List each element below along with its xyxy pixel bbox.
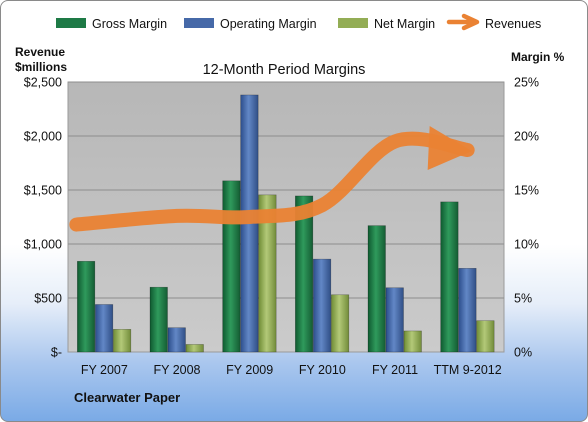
bar-net-margin-fy-2008	[185, 344, 204, 353]
legend-swatch-net-margin	[338, 18, 368, 28]
legend: Gross Margin Operating Margin Net Margin…	[56, 13, 541, 31]
legend-swatch-operating-margin	[184, 18, 214, 28]
left-tick-label: $1,500	[24, 184, 62, 198]
bar-gross-margin-fy-2007	[77, 260, 96, 353]
bar-net-margin-fy-2011	[403, 330, 422, 353]
bar-net-margin-fy-2007	[113, 329, 132, 353]
legend-label-net-margin: Net Margin	[374, 17, 435, 31]
legend-arrow-revenues	[446, 13, 480, 31]
bar-gross-margin-fy-2008	[149, 286, 168, 353]
bar-operating-margin-ttm-9-2012	[458, 267, 477, 353]
right-tick-label: 5%	[514, 292, 532, 306]
bar-operating-margin-fy-2007	[95, 304, 114, 353]
left-axis-ticks: $- $500 $1,000 $1,500 $2,000 $2,500	[24, 76, 62, 360]
right-axis-title: Margin %	[511, 50, 565, 64]
bar-net-margin-ttm-9-2012	[476, 320, 495, 353]
x-tick-label: FY 2009	[226, 363, 273, 377]
revenue-arrow-body	[69, 131, 475, 232]
legend-label-gross-margin: Gross Margin	[92, 17, 167, 31]
company-name: Clearwater Paper	[74, 390, 180, 405]
x-tick-label: FY 2007	[81, 363, 128, 377]
bar-operating-margin-fy-2010	[313, 258, 332, 353]
right-tick-label: 10%	[514, 238, 539, 252]
right-axis-ticks: 0% 5% 10% 15% 20% 25%	[514, 76, 539, 360]
bar-operating-margin-fy-2011	[385, 287, 404, 353]
right-tick-label: 0%	[514, 346, 532, 360]
bar-net-margin-fy-2009	[258, 194, 277, 353]
legend-label-revenues: Revenues	[485, 17, 541, 31]
chart-title: 12-Month Period Margins	[203, 62, 366, 78]
left-tick-label: $500	[34, 292, 62, 306]
left-axis-title-line1: Revenue	[15, 45, 65, 59]
legend-label-operating-margin: Operating Margin	[220, 17, 317, 31]
revenue-arrow-head	[427, 126, 472, 171]
revenue-series	[69, 126, 475, 232]
left-tick-label: $2,500	[24, 76, 62, 90]
bar-operating-margin-fy-2008	[167, 327, 186, 353]
right-tick-label: 15%	[514, 184, 539, 198]
left-axis-title-line2: $millions	[15, 60, 67, 74]
right-tick-label: 25%	[514, 76, 539, 90]
bar-net-margin-fy-2010	[331, 294, 350, 353]
x-tick-label: FY 2011	[372, 363, 418, 377]
bars	[77, 94, 495, 353]
bar-gross-margin-fy-2010	[295, 195, 314, 353]
gridlines	[68, 81, 504, 299]
left-tick-label: $-	[51, 346, 62, 360]
left-tick-label: $1,000	[24, 238, 62, 252]
x-tick-label: FY 2008	[153, 363, 200, 377]
bar-gross-margin-fy-2011	[367, 225, 386, 353]
x-tick-label: TTM 9-2012	[434, 363, 502, 377]
x-tick-label: FY 2010	[299, 363, 346, 377]
bar-gross-margin-ttm-9-2012	[440, 201, 459, 353]
x-axis-categories: FY 2007 FY 2008 FY 2009 FY 2010 FY 2011 TTM 9…	[81, 363, 502, 377]
left-tick-label: $2,000	[24, 130, 62, 144]
legend-swatch-gross-margin	[56, 18, 86, 28]
right-tick-label: 20%	[514, 130, 539, 144]
bar-gross-margin-fy-2009	[222, 180, 241, 353]
